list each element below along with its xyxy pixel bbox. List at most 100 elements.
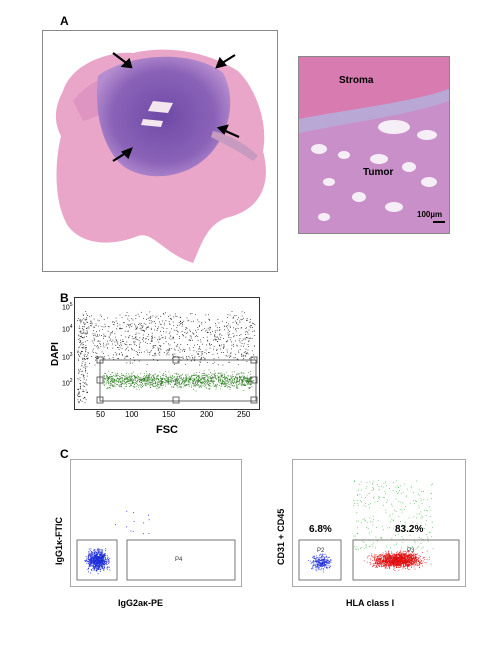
scatter-point [392,565,394,566]
scatter-point [414,542,416,543]
scatter-point [219,329,221,330]
scatter-point [110,381,111,383]
scatter-point [143,379,145,381]
scatter-point [109,378,111,380]
scatter-point [156,377,157,379]
scatter-point [209,328,211,330]
scatter-point [385,559,387,561]
scatter-point [198,387,200,388]
scatter-point [325,559,326,561]
scatter-point [235,377,237,378]
scatter-point [372,482,373,484]
scatter-point [180,383,182,385]
scatter-point [312,566,314,567]
scatter-point [405,563,406,564]
scatter-point [92,555,93,557]
scatter-point [416,560,417,562]
scatter-point [216,378,217,380]
scatter-point [151,329,152,330]
scatter-point [180,384,182,386]
scatter-point [379,561,381,562]
scatter-point [231,348,232,350]
scatter-point [420,530,422,532]
scatter-point [382,560,384,561]
scatter-point [422,527,424,529]
scatter-point [147,376,149,378]
scatter-point [107,566,108,568]
scatter-point [137,354,139,356]
scatter-point [190,313,191,315]
panel-b-ytick-base: 10 [62,354,70,362]
scatter-point [328,562,330,564]
scatter-point [89,554,90,556]
scatter-point [131,376,133,377]
scatter-point [320,557,322,558]
scatter-point [172,336,174,338]
scatter-point [86,372,88,374]
scatter-point [128,376,130,378]
scatter-point [165,374,167,375]
scatter-point [244,378,246,379]
scatter-point [103,569,105,571]
scatter-point [157,347,159,349]
scatter-point [241,376,242,378]
scatter-point [329,567,330,569]
scatter-point [202,351,204,353]
scatter-point [143,337,144,339]
scatter-point [89,316,90,318]
scatter-point [152,337,153,338]
scatter-point [236,322,238,323]
scatter-point [221,352,222,353]
scatter-point [183,377,185,378]
scatter-point [173,380,175,382]
scatter-point [148,376,150,378]
scatter-point [416,557,417,558]
scatter-point [176,379,177,381]
scatter-point [312,555,314,557]
scatter-point [382,561,384,563]
scatter-point [220,373,222,375]
scatter-point [176,378,177,380]
scatter-point [82,361,84,362]
scatter-point [82,391,84,392]
scatter-point [160,378,162,379]
scatter-point [212,377,214,378]
scatter-point [244,355,246,356]
scatter-point [191,386,192,388]
scatter-point [220,372,222,374]
scatter-point [137,381,138,383]
scatter-point [231,380,233,381]
scatter-point [405,496,407,498]
scatter-point [147,383,149,385]
scatter-point [151,335,152,337]
scatter-point [194,360,196,362]
scatter-point [86,366,88,368]
scatter-point [106,376,108,378]
scatter-point [151,380,152,382]
scatter-point [218,379,219,381]
scatter-point [172,375,173,377]
scatter-point [226,385,228,387]
scatter-point [382,554,383,556]
scatter-point [397,554,399,556]
scatter-point [118,379,120,381]
scatter-point [239,322,241,324]
scatter-point [228,337,230,338]
scatter-point [124,356,126,358]
scatter-point [103,384,105,385]
panel-b-xlabel: FSC [156,424,178,436]
scatter-point [426,550,428,552]
scatter-point [393,559,395,560]
scatter-point [116,342,118,344]
scatter-point [226,341,228,342]
scatter-point [201,383,202,385]
scatter-point [207,378,209,380]
scatter-point [131,326,133,327]
scatter-point [182,322,184,324]
scatter-point [104,335,106,337]
scatter-point [169,318,171,320]
scatter-point [165,375,166,377]
scatter-point [233,376,234,377]
scatter-point [236,377,237,379]
scatter-point [96,569,98,571]
